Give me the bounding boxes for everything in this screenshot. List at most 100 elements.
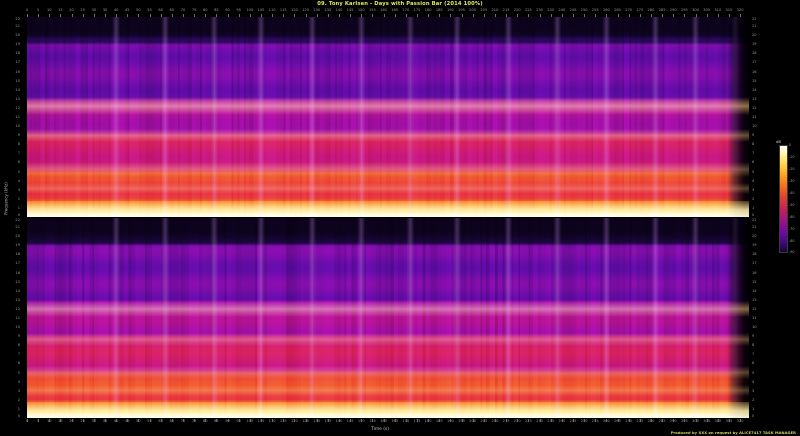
time-tick-mark — [171, 419, 173, 422]
time-tick-label: 50 — [136, 8, 141, 12]
frequency-tick-label: 12 — [752, 105, 757, 110]
time-tick-label: 240 — [558, 8, 566, 12]
time-tick-label: 45 — [124, 8, 130, 12]
frequency-tick-label: 17 — [752, 261, 757, 266]
time-tick-label: 200 — [469, 8, 477, 12]
time-tick-mark — [116, 14, 118, 17]
frequency-tick-label: 13 — [15, 96, 20, 101]
colorbar-tick-label: -50 — [789, 203, 795, 207]
frequency-tick-label: 17 — [15, 60, 20, 65]
bass-energy-band — [27, 201, 749, 217]
time-tick-mark — [316, 419, 318, 422]
spectral-tail-fade-right — [726, 218, 749, 418]
time-tick-mark — [260, 14, 262, 17]
time-tick-label: 0 — [25, 8, 29, 12]
time-tick-mark — [695, 14, 697, 17]
time-tick-mark — [561, 419, 563, 422]
frequency-tick-label: 10 — [15, 124, 20, 129]
time-tick-label: 80 — [202, 8, 208, 12]
frequency-tick-label: 5 — [17, 370, 20, 375]
frequency-tick-label: 16 — [15, 270, 20, 275]
frequency-tick-label: 15 — [15, 78, 20, 83]
time-tick-mark — [238, 419, 240, 422]
time-tick-label: 195 — [458, 8, 465, 12]
time-tick-mark — [728, 14, 730, 17]
time-tick-label: 320 — [736, 8, 744, 12]
time-tick-mark — [372, 419, 374, 422]
frequency-tick-label: 6 — [752, 361, 755, 366]
time-tick-mark — [227, 419, 229, 422]
frequency-tick-label: 19 — [752, 243, 757, 248]
time-tick-mark — [461, 14, 463, 17]
colorbar-tick-label: -90 — [789, 250, 795, 254]
time-tick-label: 190 — [446, 8, 454, 12]
spectrogram-channel-right — [27, 218, 749, 418]
frequency-tick-label: 13 — [752, 96, 757, 101]
frequency-tick-label: 0 — [752, 213, 755, 217]
time-tick-mark — [606, 419, 608, 422]
time-tick-mark — [372, 14, 374, 17]
channel-divider — [27, 217, 749, 218]
frequency-tick-label: 9 — [752, 334, 755, 339]
time-tick-mark — [494, 419, 496, 422]
page-title: 09. Tony Karlsen - Days with Passion Bar… — [317, 1, 483, 7]
frequency-tick-label: 4 — [17, 178, 20, 183]
time-tick-mark — [93, 419, 95, 422]
time-tick-mark — [338, 419, 340, 422]
time-axis-bottom: 0510152025303540455055606570758085909510… — [26, 419, 749, 428]
time-tick-mark — [673, 419, 675, 422]
time-tick-mark — [327, 419, 329, 422]
time-tick-label: 265 — [614, 8, 621, 12]
frequency-tick-label: 6 — [17, 361, 20, 366]
time-tick-mark — [93, 14, 95, 17]
time-tick-mark — [740, 419, 742, 422]
time-tick-mark — [350, 14, 352, 17]
frequency-tick-label: 7 — [17, 151, 20, 156]
frequency-tick-label: 0 — [17, 414, 20, 418]
colorbar-unit-label: dB — [776, 139, 782, 144]
time-tick-label: 295 — [680, 8, 688, 12]
time-tick-label: 90 — [225, 8, 230, 12]
time-tick-mark — [227, 14, 229, 17]
time-tick-label: 70 — [180, 8, 186, 12]
time-tick-label: 255 — [591, 8, 599, 12]
frequency-tick-label: 8 — [17, 142, 20, 147]
time-tick-mark — [272, 14, 274, 17]
time-tick-mark — [662, 14, 664, 17]
time-tick-label: 115 — [279, 8, 287, 12]
time-tick-label: 215 — [502, 8, 510, 12]
time-tick-mark — [394, 14, 396, 17]
time-tick-label: 155 — [368, 8, 376, 12]
time-tick-label: 145 — [346, 8, 354, 12]
time-tick-mark — [572, 419, 574, 422]
time-tick-mark — [238, 14, 240, 17]
time-tick-mark — [283, 419, 285, 422]
time-tick-mark — [71, 419, 73, 422]
colorbar-tick-label: -80 — [789, 239, 795, 243]
harmonic-band — [27, 333, 749, 347]
time-tick-label: 245 — [569, 8, 577, 12]
time-tick-mark — [182, 14, 184, 17]
frequency-tick-label: 1 — [752, 205, 755, 210]
time-tick-mark — [216, 14, 218, 17]
harmonic-band — [27, 128, 749, 142]
time-tick-mark — [350, 419, 352, 422]
time-tick-label: 150 — [357, 8, 365, 12]
frequency-tick-label: 2 — [17, 397, 20, 402]
time-tick-mark — [171, 14, 173, 17]
time-tick-mark — [305, 14, 307, 17]
frequency-tick-label: 12 — [15, 306, 20, 311]
time-tick-mark — [650, 419, 652, 422]
colorbar: 0 -10 -20 -30 -40 -50 -60 -70 -80 -90 — [779, 143, 795, 254]
time-tick-mark — [138, 14, 140, 17]
frequency-tick-label: 7 — [752, 352, 755, 357]
time-tick-label: 305 — [703, 8, 711, 12]
colorbar-tick-label: 0 — [789, 143, 792, 147]
frequency-tick-label: 14 — [752, 288, 757, 293]
time-tick-mark — [483, 419, 485, 422]
time-tick-label: 105 — [257, 8, 265, 12]
time-tick-label: 205 — [480, 8, 488, 12]
time-tick-label: 310 — [714, 8, 722, 12]
time-tick-label: 165 — [391, 8, 399, 12]
time-tick-mark — [650, 14, 652, 17]
